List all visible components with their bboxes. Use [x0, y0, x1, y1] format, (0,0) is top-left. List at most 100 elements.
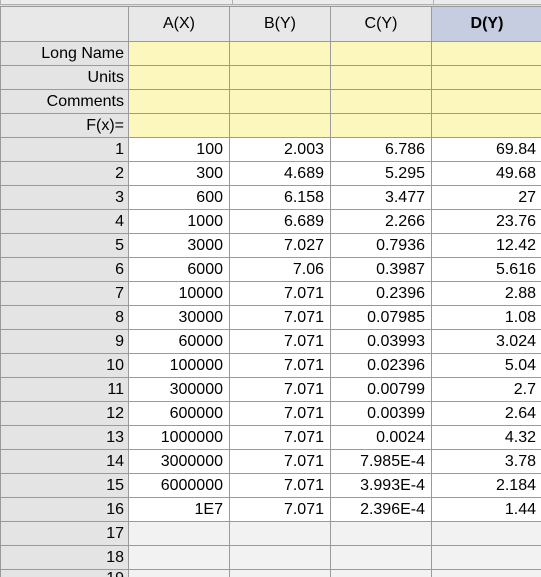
data-cell[interactable]: 0.03993: [330, 329, 432, 354]
row-number[interactable]: 16: [0, 497, 129, 522]
empty-cell[interactable]: [431, 521, 541, 546]
data-cell[interactable]: 60000: [128, 329, 230, 354]
data-cell[interactable]: 600000: [128, 401, 230, 426]
data-cell[interactable]: 0.0024: [330, 425, 432, 450]
data-cell[interactable]: 600: [128, 185, 230, 210]
meta-row-label[interactable]: Units: [0, 65, 129, 90]
data-cell[interactable]: 0.3987: [330, 257, 432, 282]
data-cell[interactable]: 3.024: [431, 329, 541, 354]
data-cell[interactable]: 7.071: [229, 329, 331, 354]
meta-cell[interactable]: [431, 41, 541, 66]
sheet-tab[interactable]: [433, 0, 541, 5]
empty-cell[interactable]: [431, 569, 541, 577]
data-cell[interactable]: 2.64: [431, 401, 541, 426]
meta-cell[interactable]: [431, 89, 541, 114]
column-header-b[interactable]: B(Y): [229, 6, 331, 42]
data-cell[interactable]: 3.477: [330, 185, 432, 210]
meta-cell[interactable]: [330, 41, 432, 66]
meta-cell[interactable]: [431, 113, 541, 138]
data-cell[interactable]: 7.071: [229, 473, 331, 498]
data-cell[interactable]: 2.266: [330, 209, 432, 234]
meta-cell[interactable]: [330, 89, 432, 114]
meta-cell[interactable]: [229, 89, 331, 114]
data-cell[interactable]: 6.689: [229, 209, 331, 234]
empty-cell[interactable]: [128, 521, 230, 546]
column-header-a[interactable]: A(X): [128, 6, 230, 42]
data-cell[interactable]: 100: [128, 137, 230, 162]
data-cell[interactable]: 7.071: [229, 497, 331, 522]
row-number[interactable]: 11: [0, 377, 129, 402]
row-number[interactable]: 8: [0, 305, 129, 330]
data-cell[interactable]: 300: [128, 161, 230, 186]
data-cell[interactable]: 5.04: [431, 353, 541, 378]
empty-cell[interactable]: [330, 569, 432, 577]
data-cell[interactable]: 1.44: [431, 497, 541, 522]
data-cell[interactable]: 2.184: [431, 473, 541, 498]
row-number[interactable]: 17: [0, 521, 129, 546]
data-cell[interactable]: 2.396E-4: [330, 497, 432, 522]
data-cell[interactable]: 7.071: [229, 401, 331, 426]
data-cell[interactable]: 6.786: [330, 137, 432, 162]
meta-cell[interactable]: [330, 65, 432, 90]
row-number[interactable]: 3: [0, 185, 129, 210]
row-number[interactable]: 9: [0, 329, 129, 354]
row-number[interactable]: 2: [0, 161, 129, 186]
data-cell[interactable]: 27: [431, 185, 541, 210]
row-number[interactable]: 4: [0, 209, 129, 234]
empty-cell[interactable]: [229, 521, 331, 546]
meta-cell[interactable]: [128, 65, 230, 90]
data-cell[interactable]: 12.42: [431, 233, 541, 258]
data-cell[interactable]: 1000000: [128, 425, 230, 450]
data-cell[interactable]: 0.00799: [330, 377, 432, 402]
meta-cell[interactable]: [128, 113, 230, 138]
data-cell[interactable]: 2.88: [431, 281, 541, 306]
data-cell[interactable]: 3.993E-4: [330, 473, 432, 498]
meta-cell[interactable]: [229, 113, 331, 138]
row-number[interactable]: 13: [0, 425, 129, 450]
data-cell[interactable]: 5.295: [330, 161, 432, 186]
row-number[interactable]: 19: [0, 569, 129, 577]
data-cell[interactable]: 7.071: [229, 449, 331, 474]
sheet-tab[interactable]: [0, 0, 233, 5]
data-cell[interactable]: 7.027: [229, 233, 331, 258]
data-cell[interactable]: 7.071: [229, 281, 331, 306]
meta-cell[interactable]: [229, 41, 331, 66]
data-cell[interactable]: 0.2396: [330, 281, 432, 306]
row-number[interactable]: 1: [0, 137, 129, 162]
data-cell[interactable]: 49.68: [431, 161, 541, 186]
sheet-tab[interactable]: [232, 0, 434, 5]
row-number[interactable]: 10: [0, 353, 129, 378]
row-number[interactable]: 5: [0, 233, 129, 258]
data-cell[interactable]: 3.78: [431, 449, 541, 474]
data-cell[interactable]: 0.7936: [330, 233, 432, 258]
data-cell[interactable]: 0.02396: [330, 353, 432, 378]
data-cell[interactable]: 5.616: [431, 257, 541, 282]
empty-cell[interactable]: [330, 545, 432, 570]
empty-cell[interactable]: [229, 569, 331, 577]
meta-cell[interactable]: [431, 65, 541, 90]
column-header-d[interactable]: D(Y): [431, 6, 541, 42]
select-all-corner[interactable]: [0, 6, 129, 42]
row-number[interactable]: 14: [0, 449, 129, 474]
data-cell[interactable]: 30000: [128, 305, 230, 330]
data-cell[interactable]: 4.689: [229, 161, 331, 186]
data-cell[interactable]: 7.06: [229, 257, 331, 282]
meta-row-label[interactable]: Long Name: [0, 41, 129, 66]
data-cell[interactable]: 2.7: [431, 377, 541, 402]
data-cell[interactable]: 7.071: [229, 425, 331, 450]
row-number[interactable]: 6: [0, 257, 129, 282]
data-cell[interactable]: 6.158: [229, 185, 331, 210]
data-cell[interactable]: 1000: [128, 209, 230, 234]
meta-cell[interactable]: [330, 113, 432, 138]
column-header-c[interactable]: C(Y): [330, 6, 432, 42]
row-number[interactable]: 18: [0, 545, 129, 570]
data-cell[interactable]: 1.08: [431, 305, 541, 330]
row-number[interactable]: 12: [0, 401, 129, 426]
data-cell[interactable]: 7.071: [229, 353, 331, 378]
data-cell[interactable]: 7.071: [229, 377, 331, 402]
row-number[interactable]: 7: [0, 281, 129, 306]
empty-cell[interactable]: [128, 545, 230, 570]
data-cell[interactable]: 7.071: [229, 305, 331, 330]
empty-cell[interactable]: [229, 545, 331, 570]
data-cell[interactable]: 0.07985: [330, 305, 432, 330]
